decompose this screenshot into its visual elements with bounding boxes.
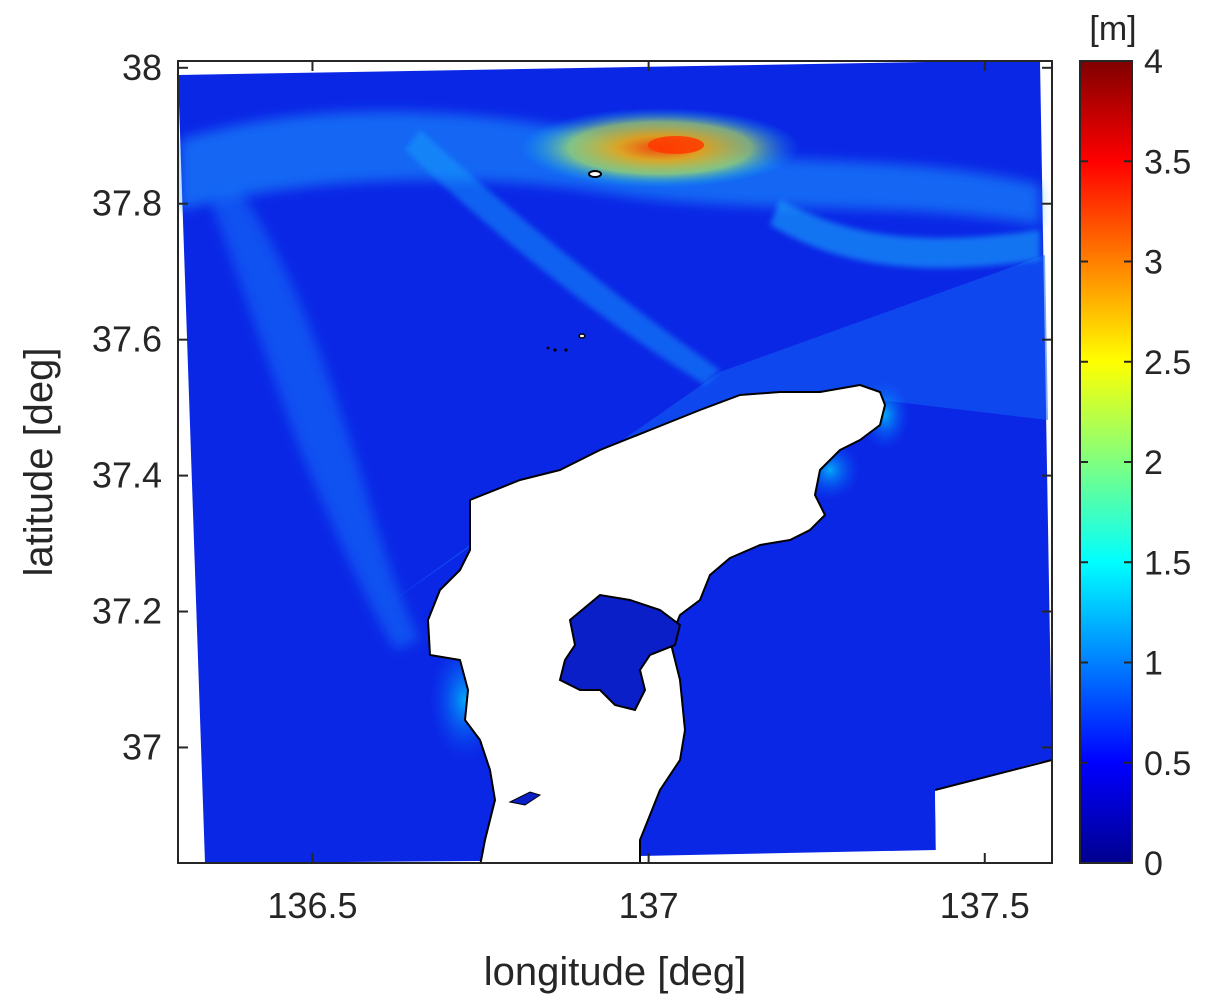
colorbar-tick-label: 2.5 (1144, 344, 1191, 382)
colorbar-tick-label: 0.5 (1144, 745, 1191, 783)
x-axis-title: longitude [deg] (484, 950, 746, 994)
nanao-bay-water (558, 593, 682, 712)
y-axis-ticks: 37 37.2 37.4 37.6 37.8 38 (92, 47, 1052, 767)
island-noto-island (508, 791, 542, 806)
colorbar-tick-label: 1.5 (1144, 544, 1191, 582)
colorbar-tick-label: 1 (1144, 645, 1163, 683)
y-tick-label: 37.6 (92, 319, 162, 360)
x-tick-label: 137.5 (940, 885, 1030, 926)
y-tick-label: 37.4 (92, 455, 162, 496)
island-dot-3 (546, 346, 550, 350)
coastline-mainland (934, 759, 1052, 791)
colorbar (1079, 60, 1133, 864)
y-tick-label: 37.8 (92, 183, 162, 224)
island-nanatsujima (578, 333, 586, 339)
y-axis-title: latitude [deg] (17, 347, 61, 576)
max-wave-core (648, 136, 704, 154)
island-dot-1 (553, 348, 557, 352)
y-tick-label: 37.2 (92, 591, 162, 632)
y-tick-label: 38 (122, 47, 162, 88)
energy-band-west (210, 190, 420, 650)
energy-band-east (770, 200, 1040, 268)
colorbar-tick-label: 3.5 (1144, 143, 1191, 181)
x-axis-ticks: 136.5 137 137.5 (267, 61, 1030, 926)
land-mainland-south (935, 760, 1052, 863)
colorbar-ticks: 0 0.5 1 1.5 2 2.5 3 3.5 4 (1080, 43, 1191, 883)
colorbar-tick-label: 3 (1144, 244, 1163, 282)
x-tick-label: 136.5 (267, 885, 357, 926)
island-dot-2 (564, 348, 568, 352)
x-tick-label: 137 (619, 885, 679, 926)
wave-height-field (178, 61, 1052, 863)
y-tick-label: 37 (122, 726, 162, 767)
island-hegura (588, 170, 602, 178)
colorbar-unit-label: [m] (1089, 10, 1136, 48)
colorbar-tick-label: 2 (1144, 444, 1163, 482)
plot-area-frame (177, 60, 1053, 864)
colorbar-tick-label: 4 (1144, 43, 1163, 81)
colorbar-tick-label: 0 (1144, 845, 1163, 883)
energy-band-diagonal (405, 130, 720, 385)
